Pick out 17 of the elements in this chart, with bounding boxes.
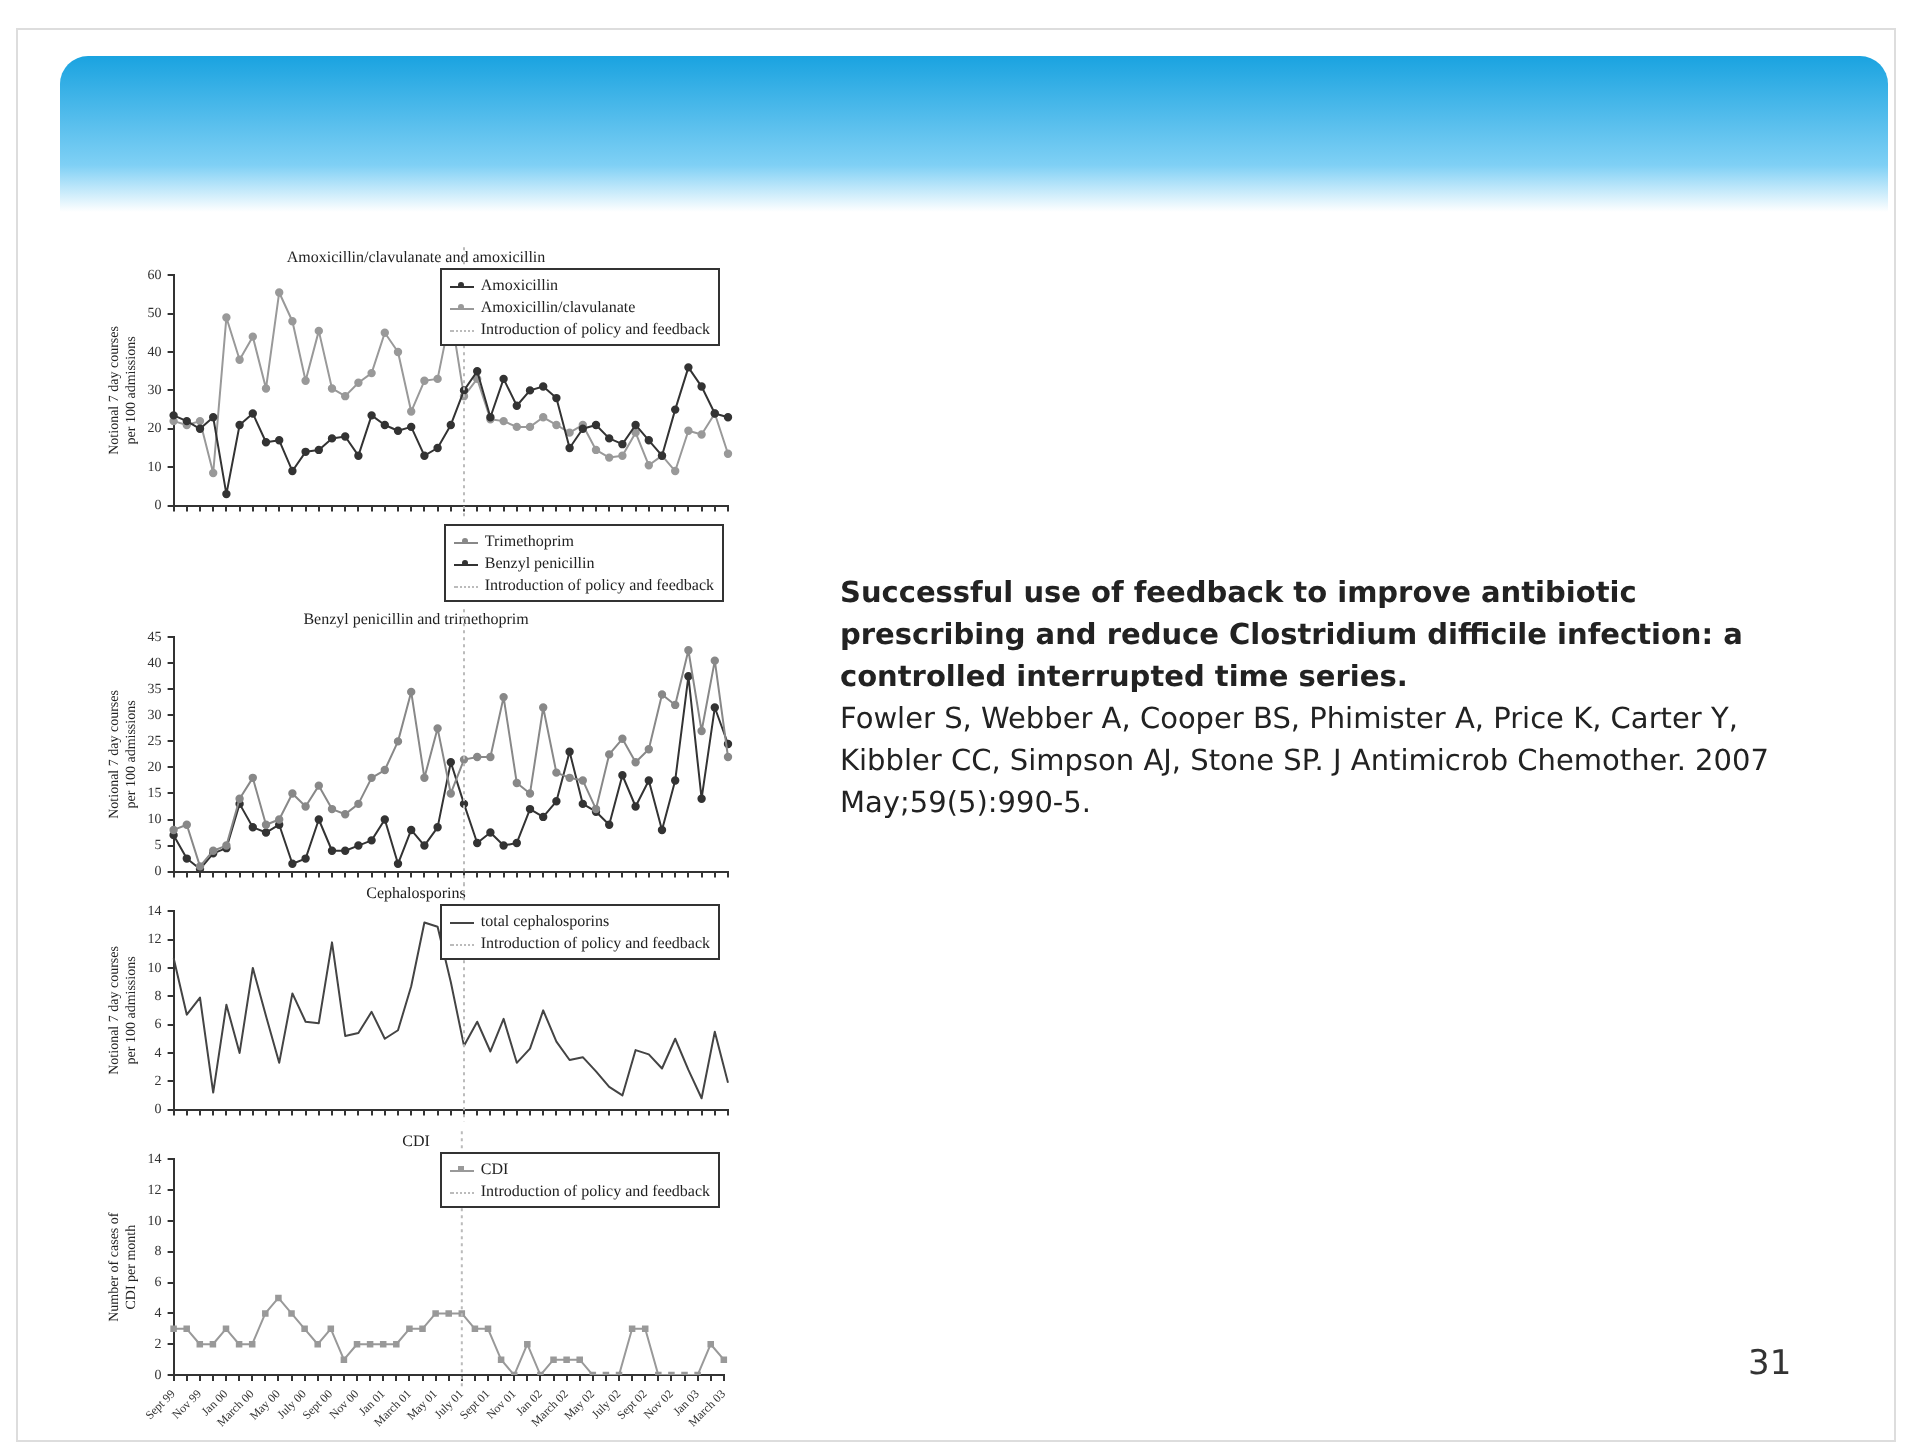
legend-label: Introduction of policy and feedback [482,574,714,596]
chart-title: Cephalosporins [366,883,466,902]
legend-label: Amoxicillin/clavulanate [478,296,638,318]
legend-label: Amoxicillin [478,274,561,296]
text: Fowler S, Webber A, Cooper BS, Phimister A, Price K, Carter Y, Kibbler CC, Simpson AJ, Stone SP. J Antimicrob Chemother. 2007 May;59(5):990-5. [840,702,1771,824]
chart-title: CDI [402,1131,431,1150]
text: 31 [1748,1344,1792,1386]
legend-label: Trimethoprim [482,530,576,552]
chart-title: Benzyl penicillin and trimethoprim [303,609,531,628]
legend-label: CDI [478,1158,511,1180]
ref-line-label: Introduction of policy and feedback [478,932,710,954]
ref-line-label: Introduction of policy and feedback [478,1180,710,1202]
ref-line-label: Introduction of policy and feedback [478,318,710,340]
legend-label: total cephalosporins [478,910,612,932]
legend-label: Benzyl penicillin [482,552,597,574]
chart-title: Amoxicillin/clavulanate and amoxicillin [286,247,546,266]
text: Successful use of feedback to improve antibiotic prescribing and reduce Clostridium difficile infection: a controlled interrupted time series. [840,576,1745,698]
